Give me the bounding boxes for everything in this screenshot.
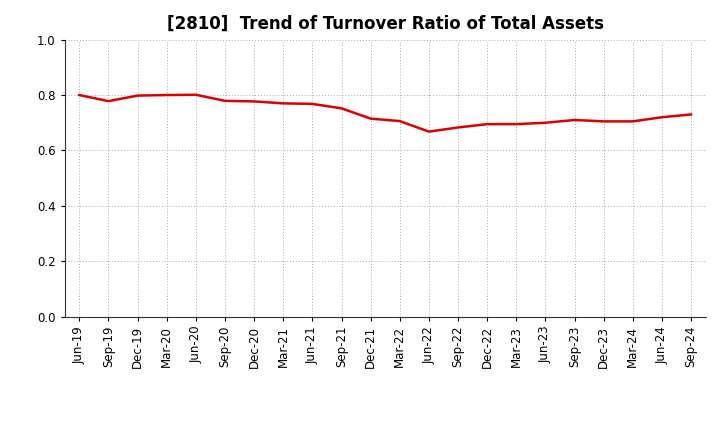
Title: [2810]  Trend of Turnover Ratio of Total Assets: [2810] Trend of Turnover Ratio of Total … [167, 15, 603, 33]
